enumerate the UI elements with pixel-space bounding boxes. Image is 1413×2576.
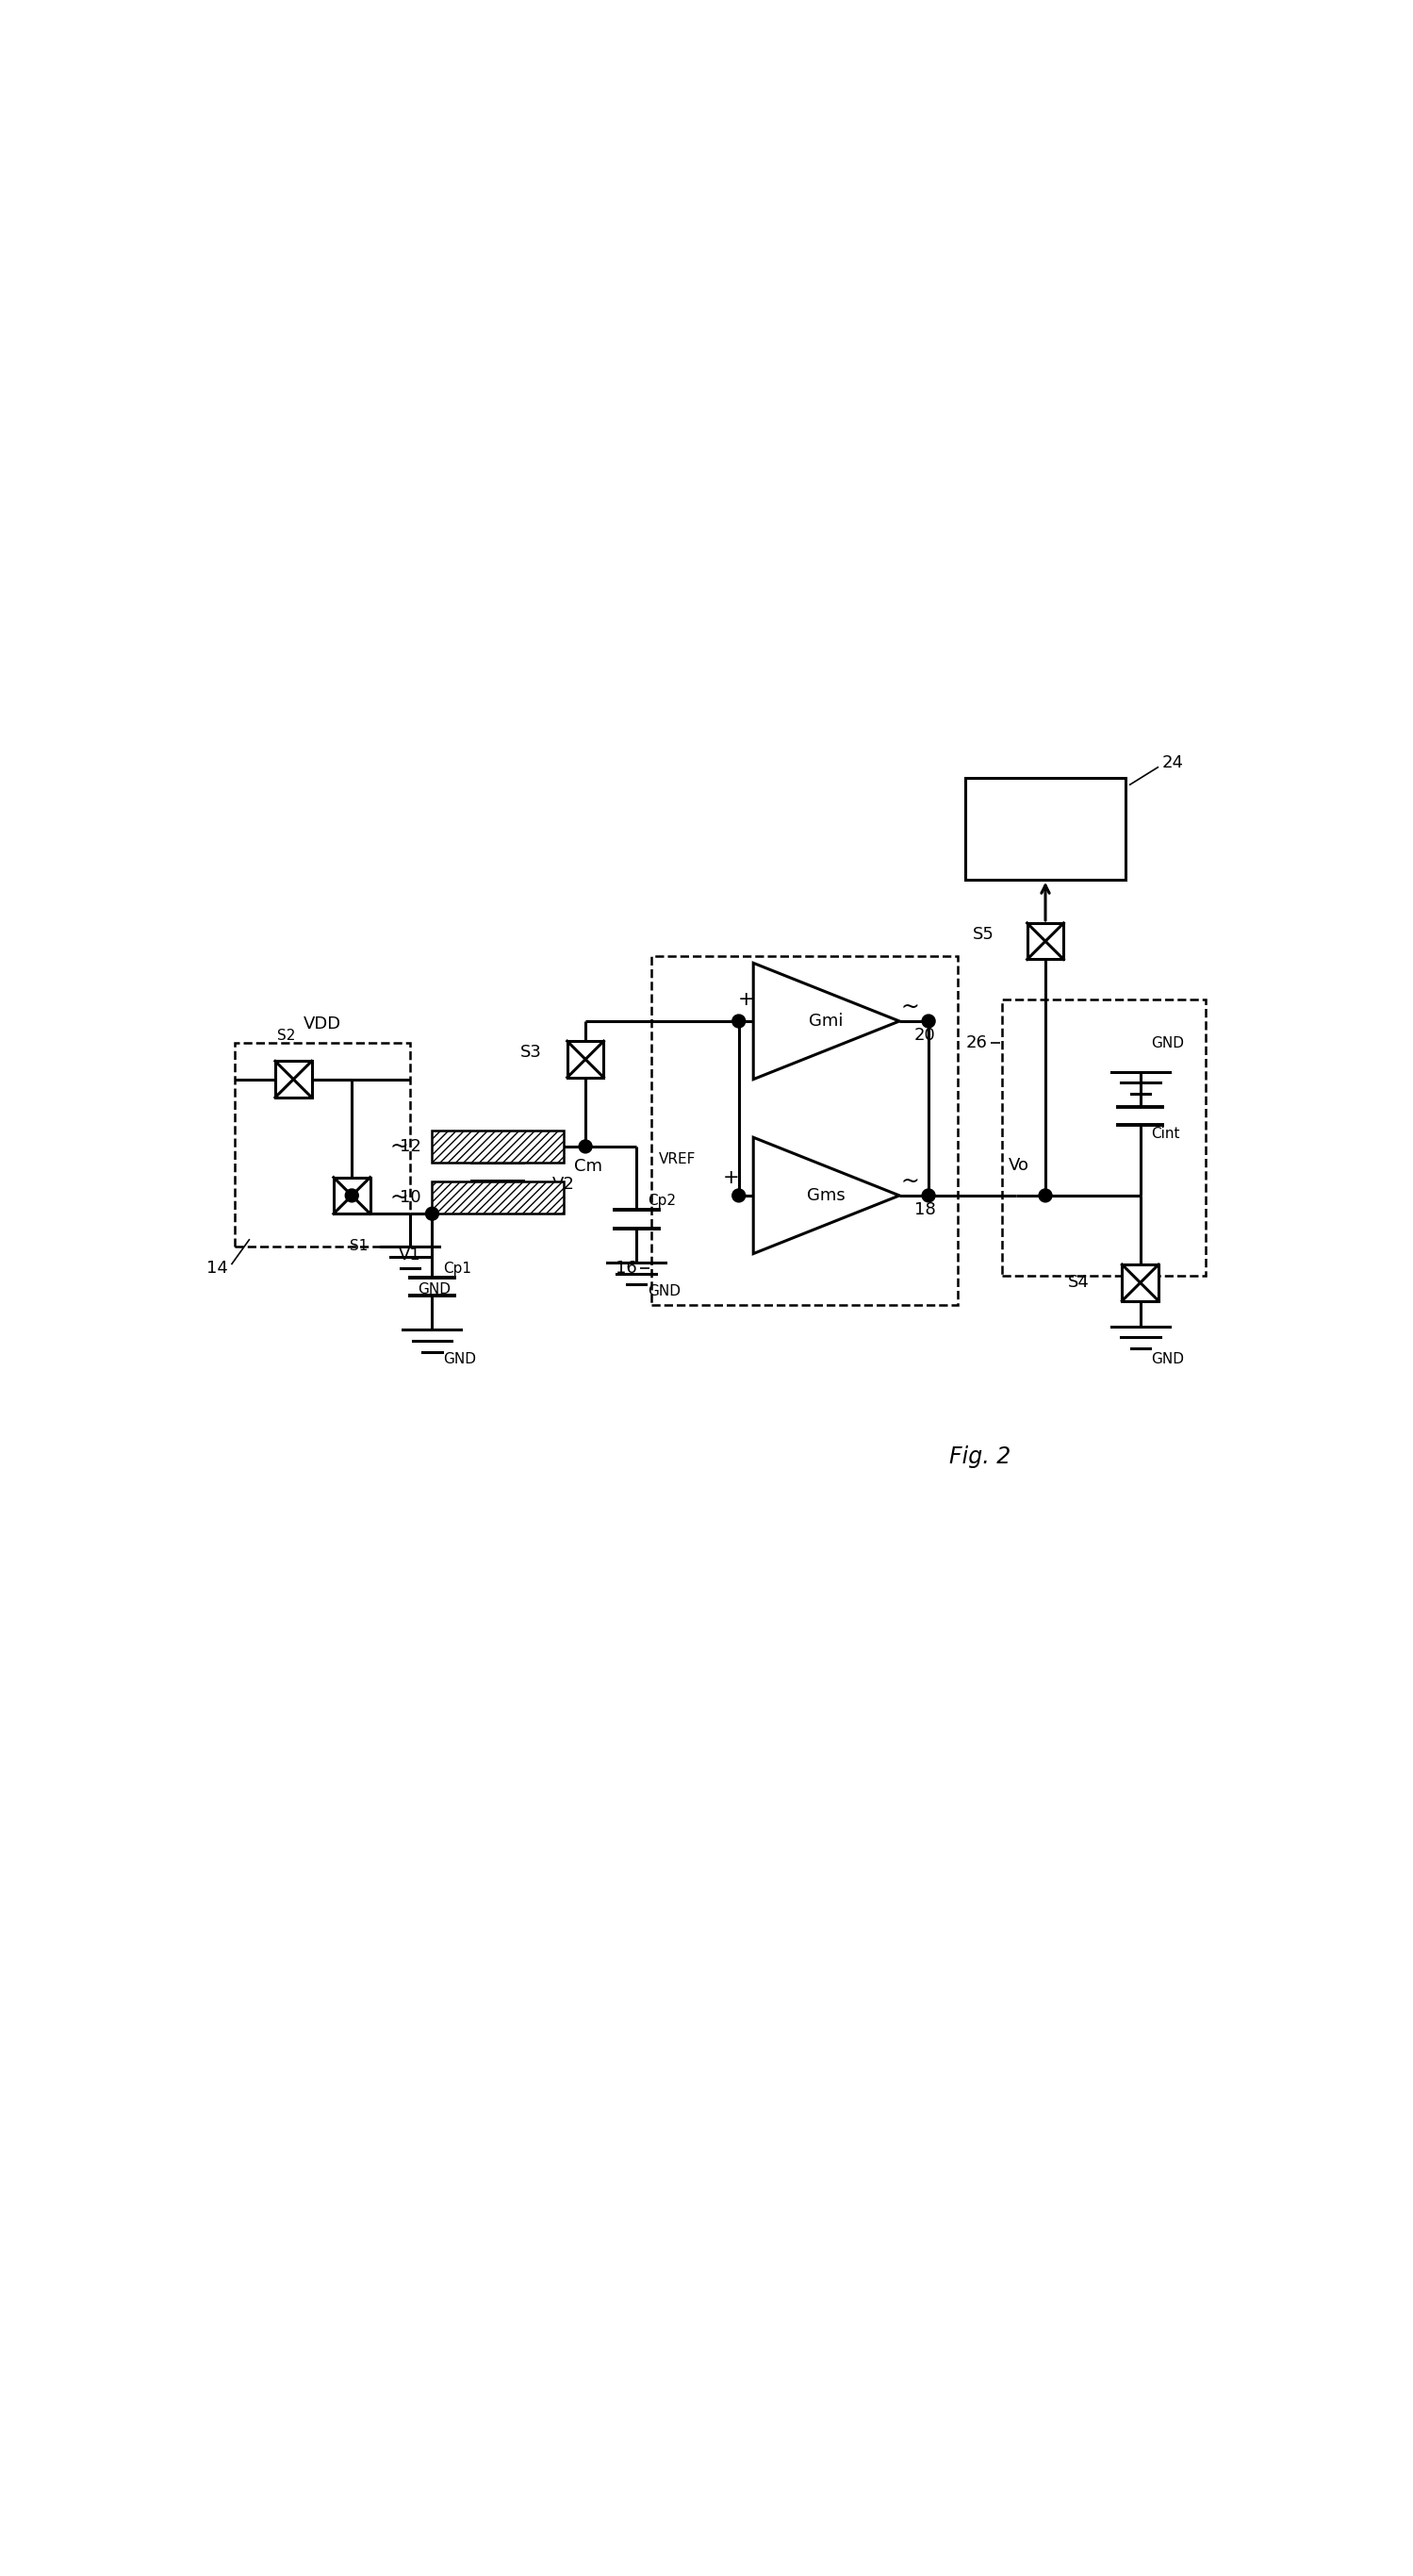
- Text: Fig. 2: Fig. 2: [950, 1445, 1010, 1468]
- Circle shape: [923, 1015, 935, 1028]
- Text: ~: ~: [901, 1170, 920, 1193]
- Bar: [432, 1180, 564, 1213]
- Polygon shape: [753, 1139, 900, 1255]
- Text: Cp1: Cp1: [444, 1262, 472, 1275]
- Bar: [1002, 999, 1207, 1275]
- Text: 10: 10: [400, 1190, 421, 1206]
- Text: 18: 18: [914, 1200, 935, 1218]
- Text: Vo: Vo: [1009, 1157, 1030, 1175]
- Text: S3: S3: [520, 1043, 541, 1061]
- Text: +: +: [738, 989, 755, 1010]
- Text: S1: S1: [350, 1239, 369, 1255]
- Bar: [432, 1131, 564, 1162]
- Text: GND: GND: [418, 1283, 451, 1296]
- Bar: [567, 1041, 603, 1077]
- Text: 12: 12: [400, 1139, 421, 1154]
- Bar: [276, 1061, 312, 1097]
- Bar: [1122, 1265, 1159, 1301]
- Text: 26: 26: [965, 1036, 986, 1051]
- Text: ~: ~: [901, 994, 920, 1018]
- Text: 20: 20: [914, 1028, 935, 1043]
- Text: ~: ~: [390, 1136, 408, 1157]
- Circle shape: [732, 1015, 745, 1028]
- Text: 14: 14: [206, 1260, 227, 1278]
- Text: V1: V1: [398, 1247, 421, 1262]
- Text: VREF: VREF: [658, 1151, 695, 1167]
- Circle shape: [1039, 1190, 1051, 1203]
- Bar: [333, 1177, 370, 1213]
- Bar: [651, 956, 958, 1303]
- Circle shape: [345, 1190, 359, 1203]
- Text: 16: 16: [615, 1260, 636, 1278]
- Text: GND: GND: [647, 1285, 681, 1298]
- Text: Gms: Gms: [807, 1188, 845, 1203]
- Text: S5: S5: [972, 925, 995, 943]
- Text: VDD: VDD: [304, 1015, 342, 1033]
- Circle shape: [732, 1190, 745, 1203]
- Text: GND: GND: [1152, 1352, 1184, 1365]
- Polygon shape: [753, 963, 900, 1079]
- Circle shape: [425, 1208, 438, 1221]
- Text: Cm: Cm: [575, 1159, 603, 1175]
- Circle shape: [579, 1141, 592, 1154]
- Circle shape: [923, 1190, 935, 1203]
- Text: GND: GND: [1152, 1036, 1184, 1051]
- Text: +: +: [723, 1167, 740, 1188]
- Text: ~: ~: [390, 1185, 408, 1208]
- Text: V2: V2: [552, 1175, 575, 1193]
- Bar: [965, 778, 1126, 878]
- Text: GND: GND: [444, 1352, 476, 1365]
- Text: Gmi: Gmi: [810, 1012, 844, 1030]
- Text: Cint: Cint: [1152, 1126, 1180, 1141]
- Text: S4: S4: [1068, 1275, 1089, 1291]
- Bar: [235, 1043, 410, 1247]
- Text: 24: 24: [1163, 755, 1184, 773]
- Text: S2: S2: [277, 1028, 295, 1043]
- Text: Measure
Unit: Measure Unit: [1009, 809, 1081, 848]
- Bar: [1027, 922, 1064, 958]
- Text: Cp2: Cp2: [647, 1195, 675, 1208]
